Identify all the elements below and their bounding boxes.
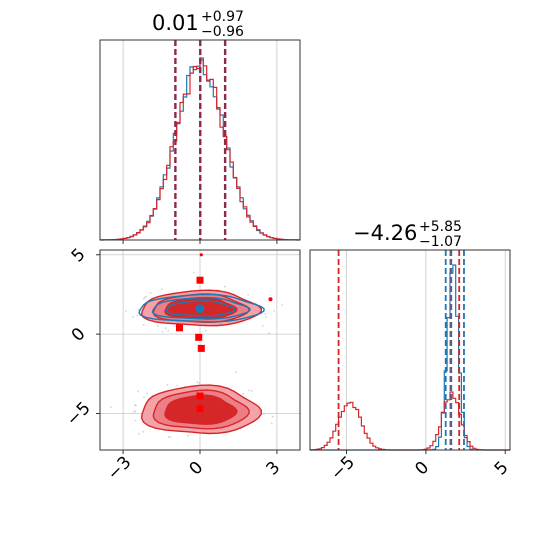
- scatter-point: [167, 436, 170, 438]
- scatter-point: [145, 295, 148, 298]
- scatter-point: [173, 325, 176, 327]
- scatter-point: [134, 410, 137, 413]
- histogram-series-red-2: [309, 391, 510, 451]
- scatter-point: [247, 293, 250, 296]
- y-tick-label: 0: [68, 324, 90, 346]
- x-tick-label: 0: [411, 458, 433, 480]
- scatter-point: [196, 381, 199, 384]
- scatter-point: [167, 329, 170, 332]
- histogram-series-red: [100, 59, 301, 241]
- scatter-point: [198, 382, 201, 384]
- scatter-point: [187, 434, 189, 437]
- scatter-point: [134, 419, 137, 422]
- x-tick-label: −3: [104, 453, 136, 485]
- title-lower-param-2: −1.07: [419, 234, 462, 250]
- contour-blue-inner: [165, 300, 236, 317]
- scatter-point: [142, 430, 145, 433]
- histogram-series-blue-2: [310, 264, 510, 451]
- panel-frame-br: [309, 249, 511, 451]
- point-marker-red: [197, 344, 205, 352]
- joint-contour-panel: −3 0 3 −5 0 5: [63, 245, 301, 485]
- point-marker-red: [176, 324, 183, 332]
- title-upper-param-1: +0.97: [201, 9, 244, 25]
- scatter-point: [224, 285, 226, 288]
- title-lower-param-1: −0.96: [201, 24, 244, 40]
- scatter-point: [166, 383, 169, 386]
- scatter-point: [161, 331, 164, 333]
- x-tick-label: 3: [262, 458, 284, 480]
- scatter-point: [268, 332, 271, 334]
- scatter-point: [250, 390, 253, 392]
- point-marker-red: [196, 276, 204, 284]
- scatter-point: [164, 327, 167, 330]
- title-upper-param-2: +5.85: [419, 219, 462, 235]
- scatter-point: [136, 314, 139, 317]
- point-marker-red: [196, 405, 204, 413]
- x-tick-label: −5: [327, 453, 359, 485]
- scatter-point: [273, 310, 275, 312]
- scatter-point: [176, 384, 178, 387]
- x-tick-label: 0: [186, 458, 208, 480]
- scatter-point: [248, 389, 251, 392]
- marginal-histogram-param-1: 0.01 +0.97 −0.96: [99, 9, 301, 244]
- scatter-point: [263, 413, 265, 415]
- scatter-point: [146, 392, 149, 395]
- scatter-point: [137, 432, 140, 435]
- scatter-point: [235, 371, 237, 374]
- scatter-point: [169, 436, 172, 438]
- scatter-point: [265, 316, 267, 318]
- scatter-point: [132, 315, 135, 318]
- scatter-point: [281, 304, 284, 306]
- contour-blue-outer: [138, 293, 265, 323]
- scatter-point: [192, 271, 195, 274]
- y-tick-label: 5: [68, 245, 90, 267]
- point-marker-red: [196, 392, 204, 400]
- scatter-point: [156, 325, 159, 327]
- scatter-point: [136, 390, 139, 393]
- scatter-point: [134, 404, 137, 407]
- y-tick-label: −5: [63, 398, 95, 430]
- scatter-point: [242, 392, 245, 395]
- scatter-point: [262, 325, 264, 327]
- outlier-point: [268, 297, 273, 302]
- marginal-histogram-param-2: −5 0 5 −4.26 +5.85 −1.07: [309, 219, 513, 485]
- scatter-point: [160, 288, 163, 291]
- scatter-point: [142, 298, 145, 300]
- panel-title-param-2: −4.26: [353, 221, 417, 245]
- contour-blue-mid: [151, 296, 251, 320]
- scatter-point: [270, 422, 273, 425]
- x-tick-label: 5: [491, 458, 513, 480]
- scatter-point: [264, 313, 267, 315]
- scatter-point: [124, 310, 127, 312]
- scatter-point: [143, 396, 145, 399]
- scatter-point: [143, 296, 146, 299]
- scatter-point: [110, 406, 112, 409]
- scatter-point: [149, 292, 152, 294]
- outlier-point: [199, 253, 203, 257]
- scatter-point: [142, 323, 145, 326]
- point-marker-blue: [195, 304, 205, 314]
- scatter-point: [205, 329, 207, 332]
- scatter-point: [137, 308, 140, 311]
- scatter-point: [271, 415, 274, 418]
- panel-title-param-1: 0.01: [152, 11, 199, 35]
- point-marker-red: [195, 333, 203, 341]
